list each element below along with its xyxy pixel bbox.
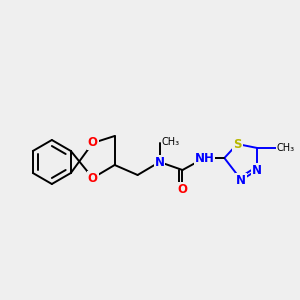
- Text: O: O: [178, 183, 188, 196]
- Text: O: O: [88, 172, 98, 184]
- Text: S: S: [233, 137, 242, 151]
- Text: N: N: [236, 173, 246, 187]
- Text: NH: NH: [194, 152, 214, 164]
- Text: CH₃: CH₃: [161, 137, 180, 147]
- Text: CH₃: CH₃: [277, 143, 295, 153]
- Text: N: N: [252, 164, 262, 176]
- Text: N: N: [154, 155, 165, 169]
- Text: O: O: [88, 136, 98, 149]
